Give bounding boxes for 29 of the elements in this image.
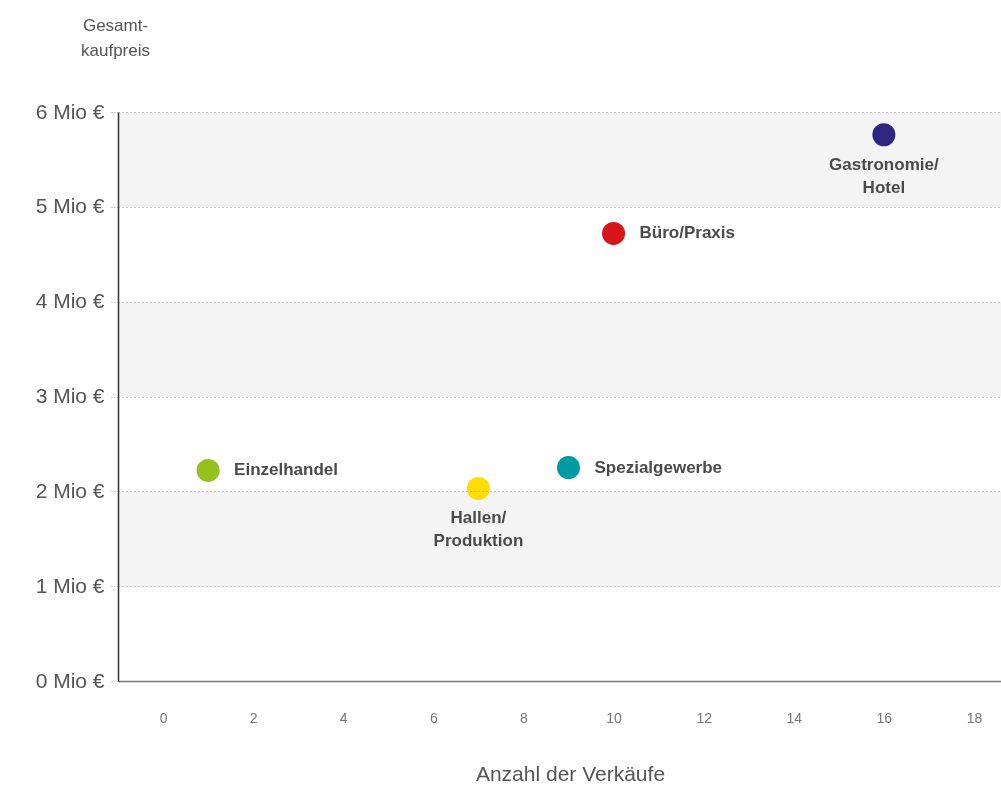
series-label: Einzelhandel bbox=[234, 460, 339, 480]
x-tick-label: 10 bbox=[606, 709, 623, 726]
point bbox=[557, 456, 581, 480]
series-label: Büro/Praxis bbox=[639, 223, 735, 243]
x-tick-label: 2 bbox=[249, 709, 258, 726]
x-tick-label: 14 bbox=[786, 709, 803, 726]
point bbox=[466, 477, 490, 500]
point bbox=[196, 458, 220, 482]
y-tick-label: 4 Mio € bbox=[35, 289, 105, 313]
point bbox=[872, 123, 896, 147]
y-tick-label: 1 Mio € bbox=[35, 573, 105, 597]
x-tick-label: 18 bbox=[966, 709, 983, 726]
x-tick-label: 16 bbox=[876, 709, 893, 726]
y-tick-label: 6 Mio € bbox=[35, 99, 105, 123]
x-tick-label: 0 bbox=[159, 709, 168, 726]
x-tick-label: 6 bbox=[429, 709, 438, 726]
series-label: Spezialgewerbe bbox=[594, 457, 723, 477]
series-label: Hallen/Produktion bbox=[433, 508, 524, 551]
y-tick-label: 3 Mio € bbox=[35, 384, 105, 407]
series-label: Gastronomie/Hotel bbox=[829, 154, 939, 197]
x-axis-title: Anzahl der Verkäufe bbox=[475, 761, 666, 785]
y-tick-label: 2 Mio € bbox=[35, 478, 105, 502]
y-tick-label: 0 Mio € bbox=[35, 668, 105, 692]
point bbox=[602, 221, 626, 245]
x-tick-label: 12 bbox=[696, 709, 713, 726]
x-tick-label: 8 bbox=[520, 709, 529, 726]
x-tick-label: 4 bbox=[339, 709, 348, 726]
y-axis-title: Gesamt- kaufpreis bbox=[81, 15, 150, 60]
y-tick-label: 5 Mio € bbox=[35, 194, 105, 218]
